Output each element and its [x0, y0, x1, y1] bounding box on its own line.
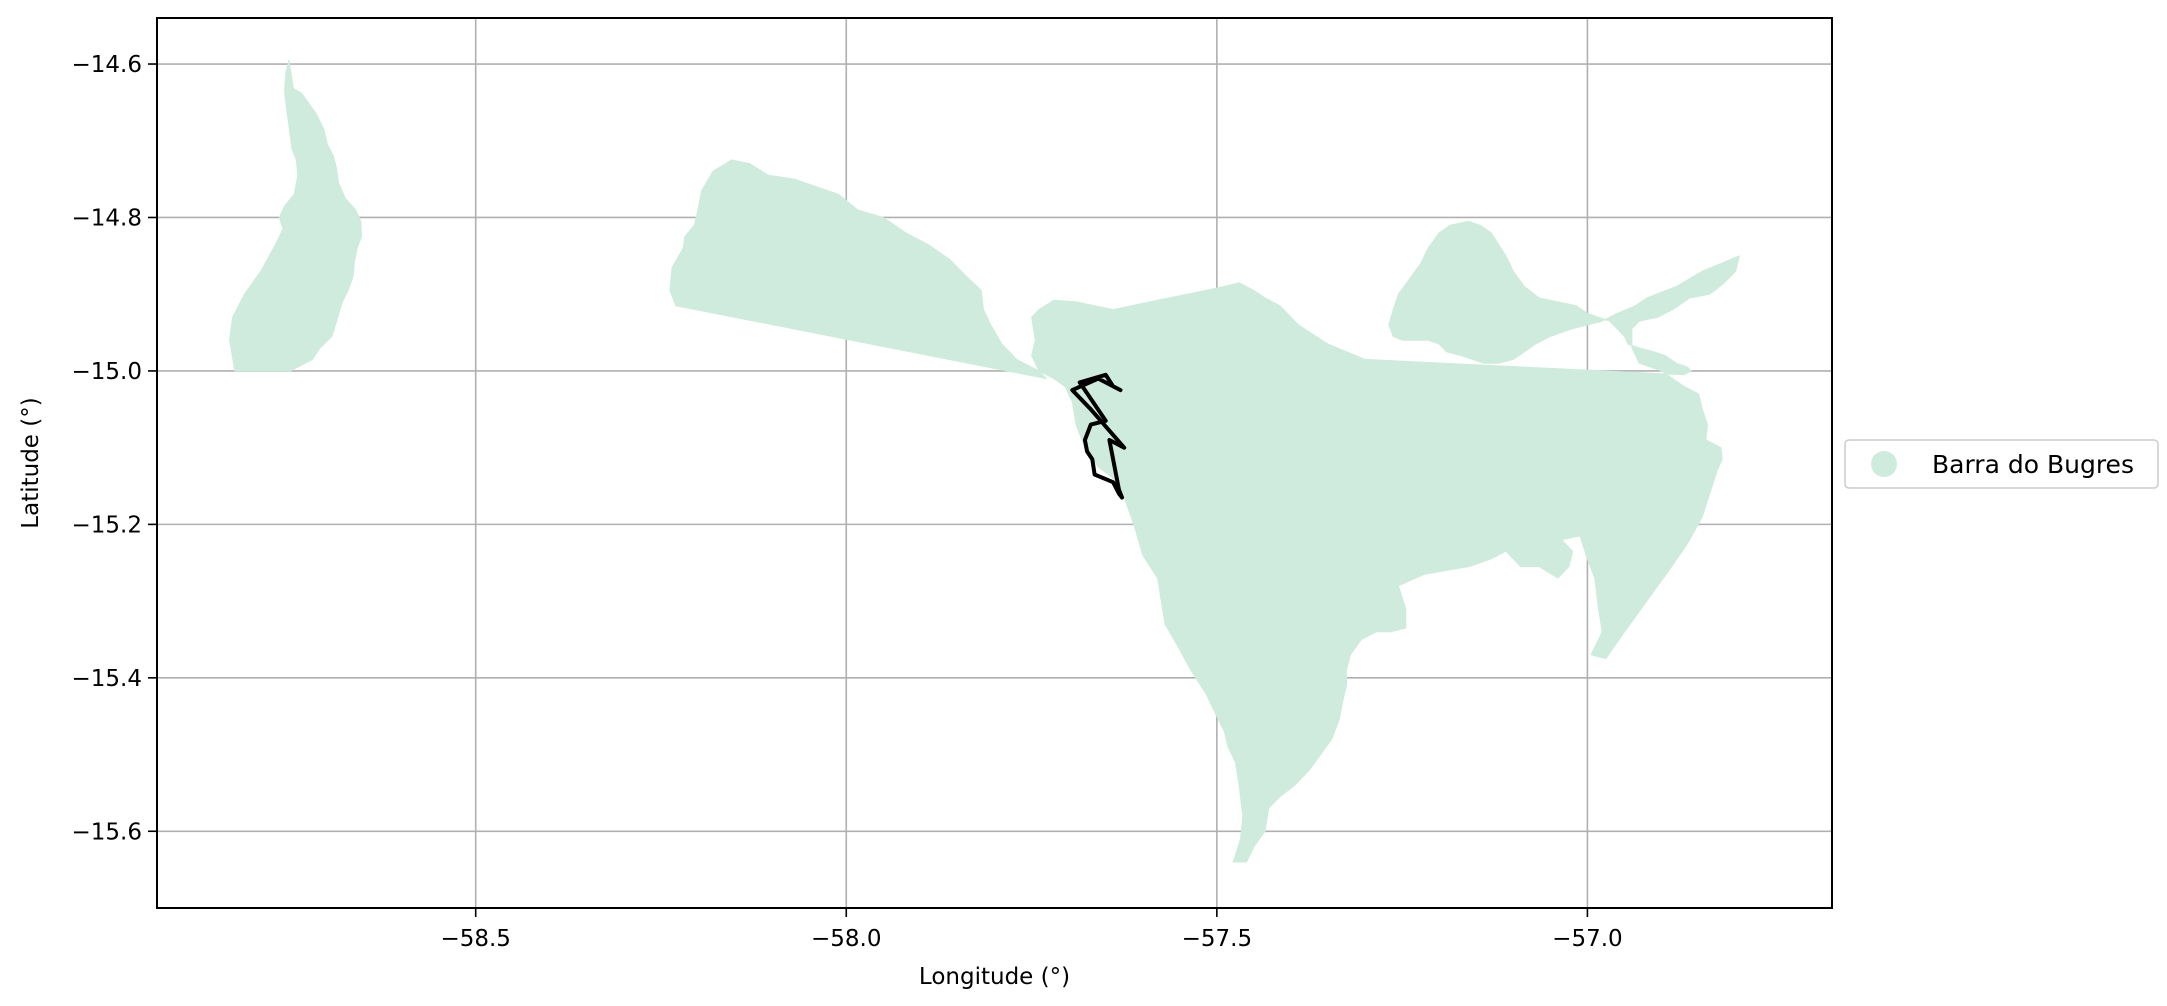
region-layer [229, 59, 1740, 863]
y-tick-label-5: −15.6 [72, 819, 142, 845]
legend-box [1844, 439, 2159, 489]
legend-marker-barra-do-bugres [1871, 451, 1897, 477]
outline-layer [1070, 372, 1127, 500]
y-axis-ticks: −14.6 −14.8 −15.0 −15.2 −15.4 −15.6 [72, 52, 157, 845]
x-axis-label: Longitude (°) [919, 964, 1070, 990]
legend: Barra do Bugres [1844, 439, 2159, 489]
legend-label-barra-do-bugres: Barra do Bugres [1932, 450, 2134, 479]
region-part-1 [669, 159, 1740, 863]
x-tick-label-2: −57.5 [1182, 926, 1252, 952]
x-axis-ticks: −58.5 −58.0 −57.5 −57.0 [440, 908, 1623, 952]
y-tick-label-0: −14.6 [72, 52, 142, 78]
y-axis-label: Latitude (°) [18, 397, 44, 528]
region-part-0 [229, 59, 363, 372]
x-tick-label-3: −57.0 [1552, 926, 1622, 952]
grid [157, 18, 1832, 908]
axes-frame [156, 17, 1833, 909]
x-tick-label-1: −58.0 [811, 926, 881, 952]
outline-path-0 [1070, 372, 1127, 500]
y-tick-label-4: −15.4 [72, 666, 142, 692]
y-tick-label-2: −15.0 [72, 359, 142, 385]
y-tick-label-3: −15.2 [72, 512, 142, 538]
x-tick-label-0: −58.5 [440, 926, 510, 952]
y-tick-label-1: −14.8 [72, 205, 142, 231]
